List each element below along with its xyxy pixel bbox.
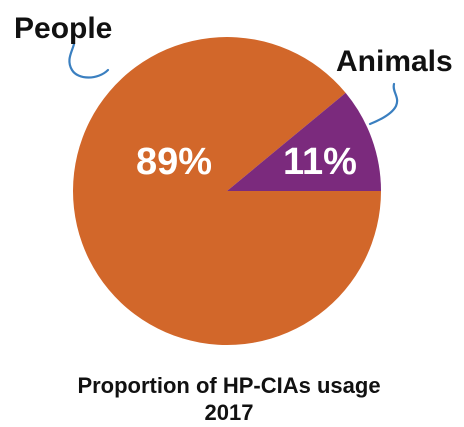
legend-label-animals: Animals bbox=[336, 45, 453, 78]
pie-slice-people bbox=[73, 37, 381, 346]
chart-title-line-2: 2017 bbox=[205, 400, 254, 425]
legend-label-people: People bbox=[14, 12, 112, 45]
pie-slice-animals bbox=[227, 92, 381, 191]
data-label-animals: 11% bbox=[283, 141, 357, 183]
chart-title-line-1: Proportion of HP-CIAs usage bbox=[77, 373, 380, 398]
data-label-people: 89% bbox=[136, 141, 212, 183]
leader-line-people bbox=[68, 42, 110, 79]
pie-slices bbox=[73, 37, 381, 346]
leader-line-animals bbox=[368, 82, 399, 126]
